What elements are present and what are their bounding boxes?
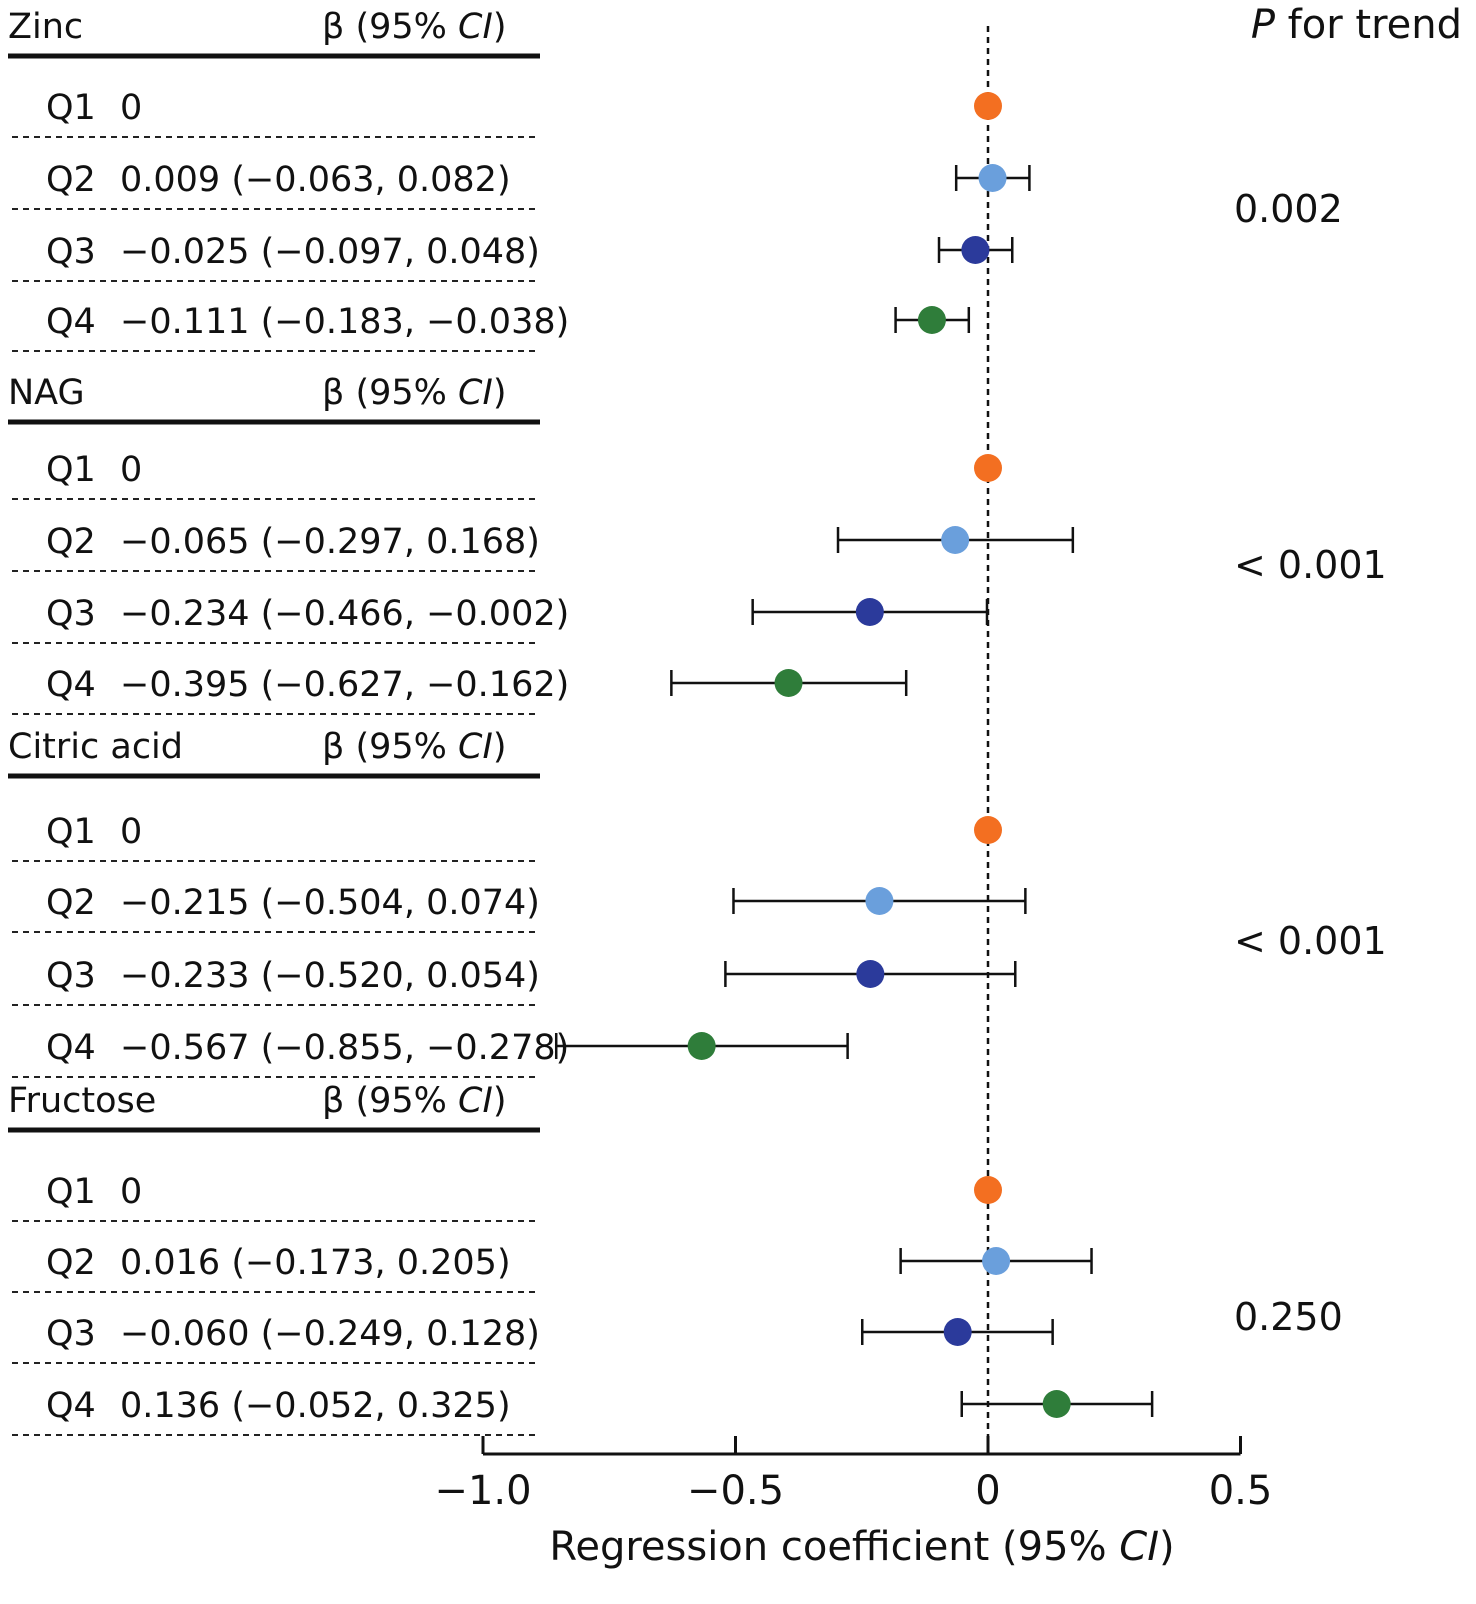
row-estimate-text: −0.065 (−0.297, 0.168): [120, 522, 540, 562]
point-estimate-q1: [974, 1176, 1002, 1204]
point-estimate-q3: [961, 236, 990, 264]
group-name: Citric acid: [8, 727, 183, 767]
estimate-header: β (95% CI): [322, 1081, 506, 1121]
point-estimate-q1: [974, 816, 1002, 844]
ptrend-value: < 0.001: [1234, 543, 1387, 587]
ptrend-value: < 0.001: [1234, 919, 1387, 963]
row-quartile-label: Q4: [46, 1028, 96, 1068]
ptrend-value: 0.002: [1234, 187, 1343, 231]
row-estimate-text: 0.136 (−0.052, 0.325): [120, 1386, 511, 1426]
x-axis-title: Regression coefficient (95% CI): [549, 1524, 1174, 1570]
group-name: NAG: [8, 373, 85, 413]
point-estimate-q2: [982, 1247, 1011, 1275]
row-quartile-label: Q4: [46, 302, 96, 342]
estimate-header: β (95% CI): [322, 373, 506, 413]
row-estimate-text: −0.111 (−0.183, −0.038): [120, 302, 569, 342]
row-quartile-label: Q3: [46, 594, 96, 634]
row-quartile-label: Q2: [46, 522, 96, 562]
row-quartile-label: Q3: [46, 956, 96, 996]
point-estimate-q2: [978, 164, 1007, 192]
x-tick-label: 0.5: [1209, 1468, 1273, 1514]
point-estimate-q3: [855, 598, 884, 626]
point-estimate-q3: [943, 1318, 972, 1346]
estimate-header: β (95% CI): [322, 7, 506, 47]
row-quartile-label: Q2: [46, 1243, 96, 1283]
point-estimate-q4: [1042, 1390, 1071, 1418]
row-estimate-text: −0.234 (−0.466, −0.002): [120, 594, 569, 634]
point-estimate-q2: [941, 526, 970, 554]
group-name: Zinc: [8, 7, 83, 47]
row-quartile-label: Q1: [46, 450, 96, 490]
point-estimate-q1: [974, 92, 1002, 120]
point-estimate-q2: [865, 887, 894, 915]
row-quartile-label: Q1: [46, 1172, 96, 1212]
row-estimate-text: −0.233 (−0.520, 0.054): [120, 956, 540, 996]
x-tick-label: −0.5: [687, 1468, 784, 1514]
row-estimate-text: 0: [120, 1172, 142, 1212]
row-quartile-label: Q3: [46, 1314, 96, 1354]
row-estimate-text: 0.016 (−0.173, 0.205): [120, 1243, 511, 1283]
point-estimate-q4: [917, 306, 946, 334]
row-quartile-label: Q2: [46, 883, 96, 923]
row-quartile-label: Q1: [46, 812, 96, 852]
row-estimate-text: −0.060 (−0.249, 0.128): [120, 1314, 540, 1354]
ptrend-value: 0.250: [1234, 1295, 1343, 1339]
x-tick-label: 0: [975, 1468, 1000, 1514]
point-estimate-q1: [974, 454, 1002, 482]
row-estimate-text: 0: [120, 450, 142, 490]
row-quartile-label: Q4: [46, 665, 96, 705]
estimate-header: β (95% CI): [322, 727, 506, 767]
point-estimate-q4: [774, 669, 803, 697]
point-estimate-q4: [687, 1032, 716, 1060]
row-estimate-text: −0.215 (−0.504, 0.074): [120, 883, 540, 923]
row-quartile-label: Q4: [46, 1386, 96, 1426]
point-estimate-q3: [856, 960, 885, 988]
x-tick-label: −1.0: [434, 1468, 531, 1514]
row-estimate-text: 0: [120, 88, 142, 128]
ptrend-header: P for trend: [1251, 2, 1462, 48]
row-estimate-text: 0.009 (−0.063, 0.082): [120, 160, 511, 200]
row-estimate-text: −0.567 (−0.855, −0.278): [120, 1028, 569, 1068]
row-quartile-label: Q3: [46, 232, 96, 272]
row-estimate-text: −0.025 (−0.097, 0.048): [120, 232, 540, 272]
row-quartile-label: Q2: [46, 160, 96, 200]
row-quartile-label: Q1: [46, 88, 96, 128]
row-estimate-text: −0.395 (−0.627, −0.162): [120, 665, 569, 705]
row-estimate-text: 0: [120, 812, 142, 852]
group-name: Fructose: [8, 1081, 156, 1121]
